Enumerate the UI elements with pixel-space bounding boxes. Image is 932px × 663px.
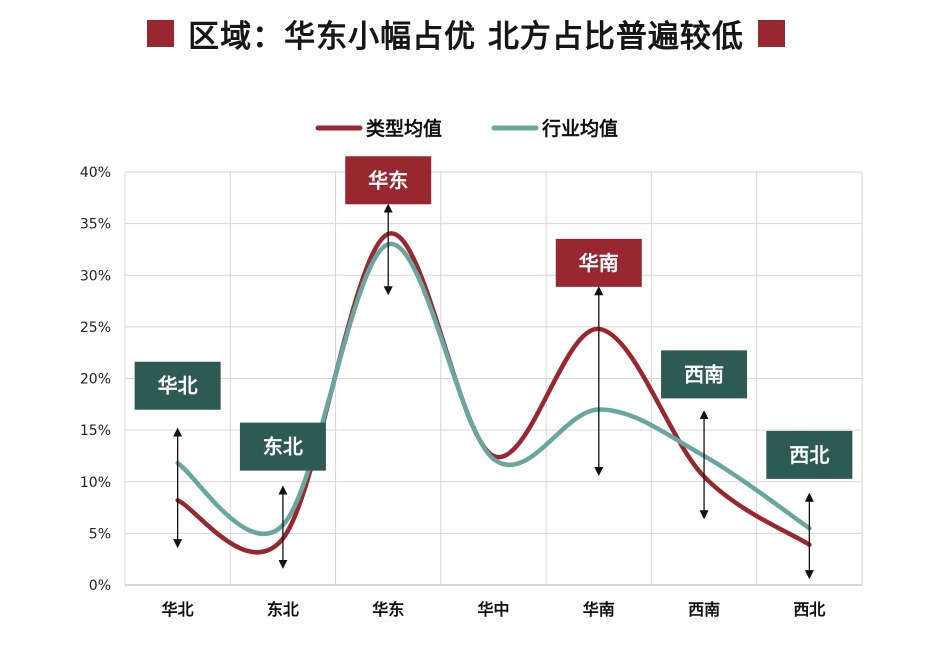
y-tick-label: 5%	[89, 526, 111, 542]
annotation-badge	[345, 156, 432, 205]
annotation-badge	[134, 361, 221, 410]
annotation-badge-label: 西北	[789, 443, 829, 467]
annotation-badge-label: 东北	[263, 435, 303, 459]
annotation-badge-label: 西南	[684, 362, 724, 386]
y-tick-label: 25%	[80, 320, 111, 336]
title-right-square	[757, 19, 785, 47]
annotation-badge-label: 华东	[368, 168, 408, 192]
annotation-badge	[766, 430, 853, 479]
legend-label: 行业均值	[541, 117, 618, 140]
annotation-badge	[555, 238, 642, 287]
y-tick-label: 30%	[80, 268, 111, 284]
annotation-badge	[661, 350, 748, 399]
x-tick-label: 华北	[162, 600, 194, 619]
y-tick-label: 20%	[80, 372, 111, 388]
y-tick-label: 40%	[80, 165, 111, 181]
annotation-badge-label: 华南	[579, 251, 619, 275]
x-tick-label: 华东	[372, 600, 404, 619]
x-tick-label: 东北	[267, 600, 299, 619]
chart-title: 区域：华东小幅占优 北方占比普遍较低	[188, 18, 744, 55]
x-tick-label: 西南	[688, 600, 720, 619]
title-bar: 区域：华东小幅占优 北方占比普遍较低	[0, 8, 932, 58]
annotation-badge	[239, 422, 326, 471]
y-tick-label: 15%	[80, 423, 111, 439]
y-tick-label: 35%	[80, 217, 111, 233]
x-tick-label: 华中	[477, 600, 509, 619]
x-tick-label: 西北	[793, 600, 825, 619]
y-tick-label: 10%	[80, 475, 111, 491]
annotation-badge-label: 华北	[158, 374, 198, 398]
legend-label: 类型均值	[366, 117, 442, 140]
y-tick-label: 0%	[89, 578, 111, 594]
title-left-square	[147, 19, 175, 47]
x-tick-label: 华南	[583, 600, 615, 619]
